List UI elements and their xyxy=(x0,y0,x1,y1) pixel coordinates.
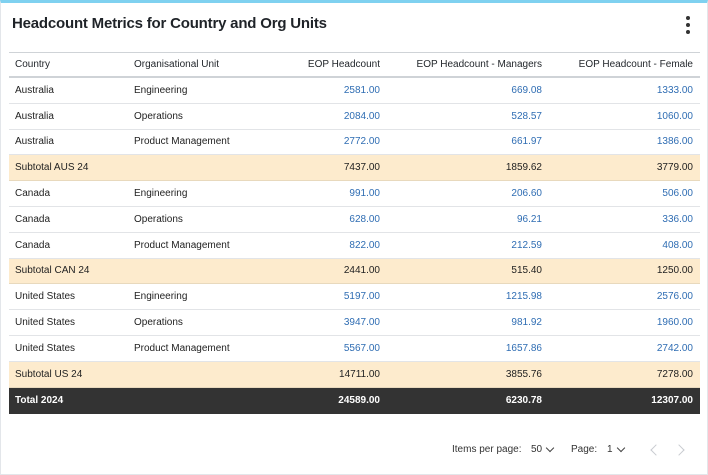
cell-eop-headcount-managers[interactable]: 669.08 xyxy=(511,84,542,96)
previous-page-icon[interactable] xyxy=(649,443,661,457)
table-row: United States Engineering 5197.00 1215.9… xyxy=(9,284,700,311)
cell-eop-headcount-managers[interactable]: 528.57 xyxy=(511,110,542,122)
cell-eop-headcount-female[interactable]: 506.00 xyxy=(662,188,693,200)
cell-eop-headcount-female[interactable]: 408.00 xyxy=(662,239,693,251)
cell-country: Australia xyxy=(15,110,54,122)
page-value: 1 xyxy=(607,444,613,455)
page-label: Page: xyxy=(571,444,598,455)
cell-eop-headcount-female[interactable]: 1960.00 xyxy=(656,317,693,329)
cell-eop-headcount-female[interactable]: 2576.00 xyxy=(656,291,693,303)
cell-org-unit: Product Management xyxy=(134,342,230,354)
column-header-country[interactable]: Country xyxy=(15,59,51,70)
table-row: Canada Engineering 991.00 206.60 506.00 xyxy=(9,181,700,207)
cell-eop-headcount[interactable]: 2772.00 xyxy=(343,136,380,148)
widget-title: Headcount Metrics for Country and Org Un… xyxy=(12,15,327,32)
pagination-bar: Items per page: 50 Page: 1 xyxy=(1,435,708,463)
cell-eop-headcount-female[interactable]: 2742.00 xyxy=(656,342,693,354)
cell-org-unit: Engineering xyxy=(134,188,188,200)
cell-eop-headcount-female[interactable]: 1060.00 xyxy=(656,110,693,122)
subtotal-row: Subtotal CAN 24 2441.00 515.40 1250.00 xyxy=(9,258,700,285)
cell-country: Canada xyxy=(15,188,51,200)
cell-org-unit: Operations xyxy=(134,317,183,329)
cell-country: United States xyxy=(15,317,76,329)
table-header-row: Country Organisational Unit EOP Headcoun… xyxy=(9,53,700,78)
table-row: Australia Product Management 2772.00 661… xyxy=(9,130,700,156)
table-row: Canada Product Management 822.00 212.59 … xyxy=(9,233,700,259)
subtotal-eop-headcount: 14711.00 xyxy=(339,368,380,380)
subtotal-eop-headcount-female: 7278.00 xyxy=(656,368,693,380)
cell-country: United States xyxy=(15,342,76,354)
items-per-page-label: Items per page: xyxy=(452,444,522,455)
cell-eop-headcount[interactable]: 991.00 xyxy=(349,188,380,200)
chevron-down-icon xyxy=(616,443,625,453)
kebab-dot xyxy=(686,23,690,27)
cell-org-unit: Engineering xyxy=(134,291,188,303)
cell-country: Canada xyxy=(15,213,51,225)
cell-eop-headcount-managers[interactable]: 96.21 xyxy=(516,213,542,225)
column-header-eop-headcount-managers[interactable]: EOP Headcount - Managers xyxy=(416,59,542,70)
kebab-menu-icon[interactable] xyxy=(683,16,693,34)
total-eop-headcount-female: 12307.00 xyxy=(651,395,693,407)
cell-eop-headcount[interactable]: 822.00 xyxy=(349,239,380,251)
next-page-icon[interactable] xyxy=(675,443,687,457)
kebab-dot xyxy=(686,30,690,34)
table-row: United States Product Management 5567.00… xyxy=(9,336,700,362)
subtotal-eop-headcount-female: 3779.00 xyxy=(656,162,693,174)
cell-eop-headcount-managers[interactable]: 1657.86 xyxy=(505,342,542,354)
table-row: Australia Operations 2084.00 528.57 1060… xyxy=(9,104,700,130)
table-row: Canada Operations 628.00 96.21 336.00 xyxy=(9,207,700,233)
cell-org-unit: Product Management xyxy=(134,136,230,148)
subtotal-row: Subtotal US 24 14711.00 3855.76 7278.00 xyxy=(9,361,700,388)
subtotal-eop-headcount-managers: 3855.76 xyxy=(505,368,542,380)
cell-eop-headcount[interactable]: 628.00 xyxy=(349,213,380,225)
subtotal-eop-headcount: 2441.00 xyxy=(343,265,380,277)
cell-eop-headcount[interactable]: 3947.00 xyxy=(343,317,380,329)
cell-country: Australia xyxy=(15,136,54,148)
subtotal-label: Subtotal AUS 24 xyxy=(15,162,89,174)
cell-eop-headcount-managers[interactable]: 206.60 xyxy=(511,188,542,200)
cell-eop-headcount[interactable]: 2581.00 xyxy=(343,84,380,96)
cell-eop-headcount-female[interactable]: 1386.00 xyxy=(656,136,693,148)
column-header-eop-headcount-female[interactable]: EOP Headcount - Female xyxy=(578,59,693,70)
column-header-org-unit[interactable]: Organisational Unit xyxy=(134,59,220,70)
cell-eop-headcount[interactable]: 5197.00 xyxy=(343,291,380,303)
table-row: Australia Engineering 2581.00 669.08 133… xyxy=(9,78,700,104)
kebab-dot xyxy=(686,16,690,20)
cell-org-unit: Operations xyxy=(134,213,183,225)
column-header-eop-headcount[interactable]: EOP Headcount xyxy=(307,59,380,70)
cell-org-unit: Engineering xyxy=(134,84,188,96)
cell-eop-headcount-managers[interactable]: 212.59 xyxy=(511,239,542,251)
items-per-page-select[interactable]: 50 xyxy=(531,443,555,455)
cell-eop-headcount-managers[interactable]: 981.92 xyxy=(511,317,542,329)
items-per-page-value: 50 xyxy=(531,444,543,455)
cell-org-unit: Product Management xyxy=(134,239,230,251)
total-eop-headcount-managers: 6230.78 xyxy=(505,395,542,407)
cell-country: Australia xyxy=(15,84,54,96)
subtotal-eop-headcount-managers: 515.40 xyxy=(511,265,542,277)
total-label: Total 2024 xyxy=(15,395,64,407)
subtotal-eop-headcount: 7437.00 xyxy=(343,162,380,174)
cell-org-unit: Operations xyxy=(134,110,183,122)
subtotal-eop-headcount-female: 1250.00 xyxy=(656,265,693,277)
cell-eop-headcount[interactable]: 5567.00 xyxy=(343,342,380,354)
subtotal-label: Subtotal CAN 24 xyxy=(15,265,90,277)
subtotal-row: Subtotal AUS 24 7437.00 1859.62 3779.00 xyxy=(9,155,700,182)
subtotal-label: Subtotal US 24 xyxy=(15,368,83,380)
cell-eop-headcount-female[interactable]: 1333.00 xyxy=(656,84,693,96)
headcount-table: Country Organisational Unit EOP Headcoun… xyxy=(9,52,700,414)
chevron-down-icon xyxy=(545,443,555,453)
total-eop-headcount: 24589.00 xyxy=(338,395,380,407)
table-row: United States Operations 3947.00 981.92 … xyxy=(9,310,700,336)
cell-eop-headcount-female[interactable]: 336.00 xyxy=(662,213,693,225)
cell-eop-headcount-managers[interactable]: 661.97 xyxy=(511,136,542,148)
subtotal-eop-headcount-managers: 1859.62 xyxy=(505,162,542,174)
cell-eop-headcount-managers[interactable]: 1215.98 xyxy=(505,291,542,303)
cell-country: United States xyxy=(15,291,76,303)
cell-eop-headcount[interactable]: 2084.00 xyxy=(343,110,380,122)
total-row: Total 2024 24589.00 6230.78 12307.00 xyxy=(9,387,700,414)
cell-country: Canada xyxy=(15,239,51,251)
page-select[interactable]: 1 xyxy=(607,443,625,455)
